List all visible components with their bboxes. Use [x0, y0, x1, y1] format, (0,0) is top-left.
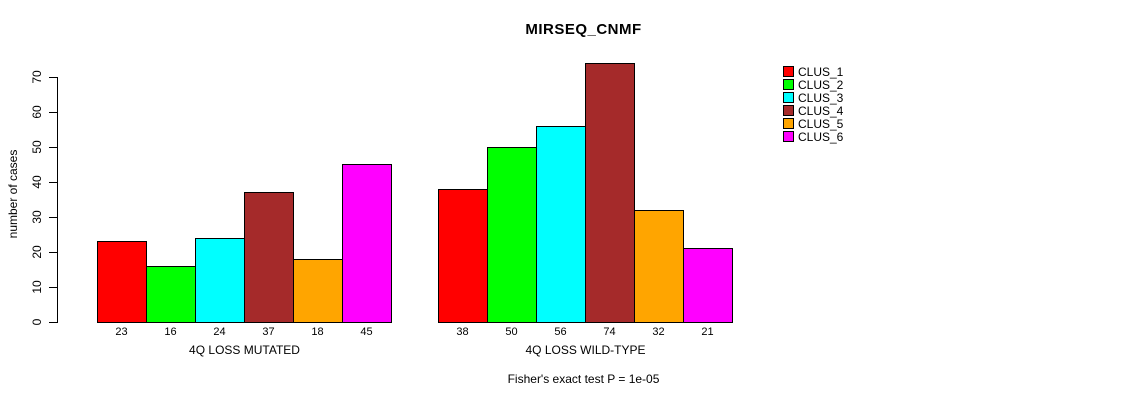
y-axis-tick: [49, 112, 57, 113]
bar-value-label: 24: [213, 326, 226, 338]
y-axis-tick-label: 10: [30, 280, 44, 294]
bar-value-label: 23: [115, 326, 128, 338]
y-axis-tick: [49, 322, 57, 323]
bar-clus-4: [585, 63, 635, 323]
legend-item: CLUS_6: [783, 130, 853, 144]
legend-swatch: [783, 105, 794, 116]
bar-value-label: 74: [603, 326, 616, 338]
legend-swatch: [783, 131, 794, 142]
bar-clus-5: [634, 210, 684, 323]
y-axis-tick: [49, 252, 57, 253]
legend-item: CLUS_5: [783, 117, 853, 131]
bar-clus-6: [683, 248, 733, 323]
bar-value-label: 50: [505, 326, 518, 338]
y-axis-tick: [49, 147, 57, 148]
legend-label: CLUS_4: [798, 104, 844, 118]
bar-value-label: 32: [652, 326, 665, 338]
y-axis-line: [57, 77, 58, 323]
legend-swatch: [783, 92, 794, 103]
y-axis-tick-label: 20: [30, 245, 44, 259]
y-axis-tick-label: 60: [30, 105, 44, 119]
y-axis-tick-label: 40: [30, 175, 44, 189]
bar-value-label: 56: [554, 326, 567, 338]
legend-item: CLUS_1: [783, 65, 853, 79]
bar-clus-5: [293, 259, 343, 323]
y-axis-tick-label: 0: [30, 318, 44, 326]
y-axis-tick: [49, 77, 57, 78]
legend-label: CLUS_6: [798, 130, 844, 144]
bar-value-label: 45: [360, 326, 373, 338]
y-axis-label: number of cases: [6, 149, 20, 239]
chart-title: MIRSEQ_CNMF: [525, 21, 642, 38]
legend-item: CLUS_2: [783, 78, 853, 92]
bar-clus-1: [97, 241, 147, 323]
bar-value-label: 18: [311, 326, 324, 338]
group-label: 4Q LOSS MUTATED: [189, 343, 300, 357]
bar-value-label: 38: [456, 326, 469, 338]
legend-swatch: [783, 66, 794, 77]
bar-value-label: 16: [164, 326, 177, 338]
legend-item: CLUS_4: [783, 104, 853, 118]
bar-clus-3: [195, 238, 245, 323]
y-axis-tick: [49, 217, 57, 218]
bar-clus-2: [146, 266, 196, 323]
legend-label: CLUS_5: [798, 117, 844, 131]
legend-item: CLUS_3: [783, 91, 853, 105]
bar-clus-1: [438, 189, 488, 323]
group-label: 4Q LOSS WILD-TYPE: [525, 343, 646, 357]
y-axis-tick: [49, 182, 57, 183]
y-axis-tick-label: 70: [30, 70, 44, 84]
bar-value-label: 21: [701, 326, 714, 338]
y-axis-tick-label: 30: [30, 210, 44, 224]
bar-clus-6: [342, 164, 392, 323]
bar-clus-4: [244, 192, 294, 323]
bar-clus-3: [536, 126, 586, 323]
y-axis-tick-label: 50: [30, 140, 44, 154]
legend-label: CLUS_1: [798, 65, 844, 79]
footnote: Fisher's exact test P = 1e-05: [507, 372, 660, 386]
legend-label: CLUS_3: [798, 91, 844, 105]
y-axis-tick: [49, 287, 57, 288]
legend-swatch: [783, 79, 794, 90]
legend-label: CLUS_2: [798, 78, 844, 92]
bar-value-label: 37: [262, 326, 275, 338]
bar-clus-2: [487, 147, 537, 323]
legend-swatch: [783, 118, 794, 129]
